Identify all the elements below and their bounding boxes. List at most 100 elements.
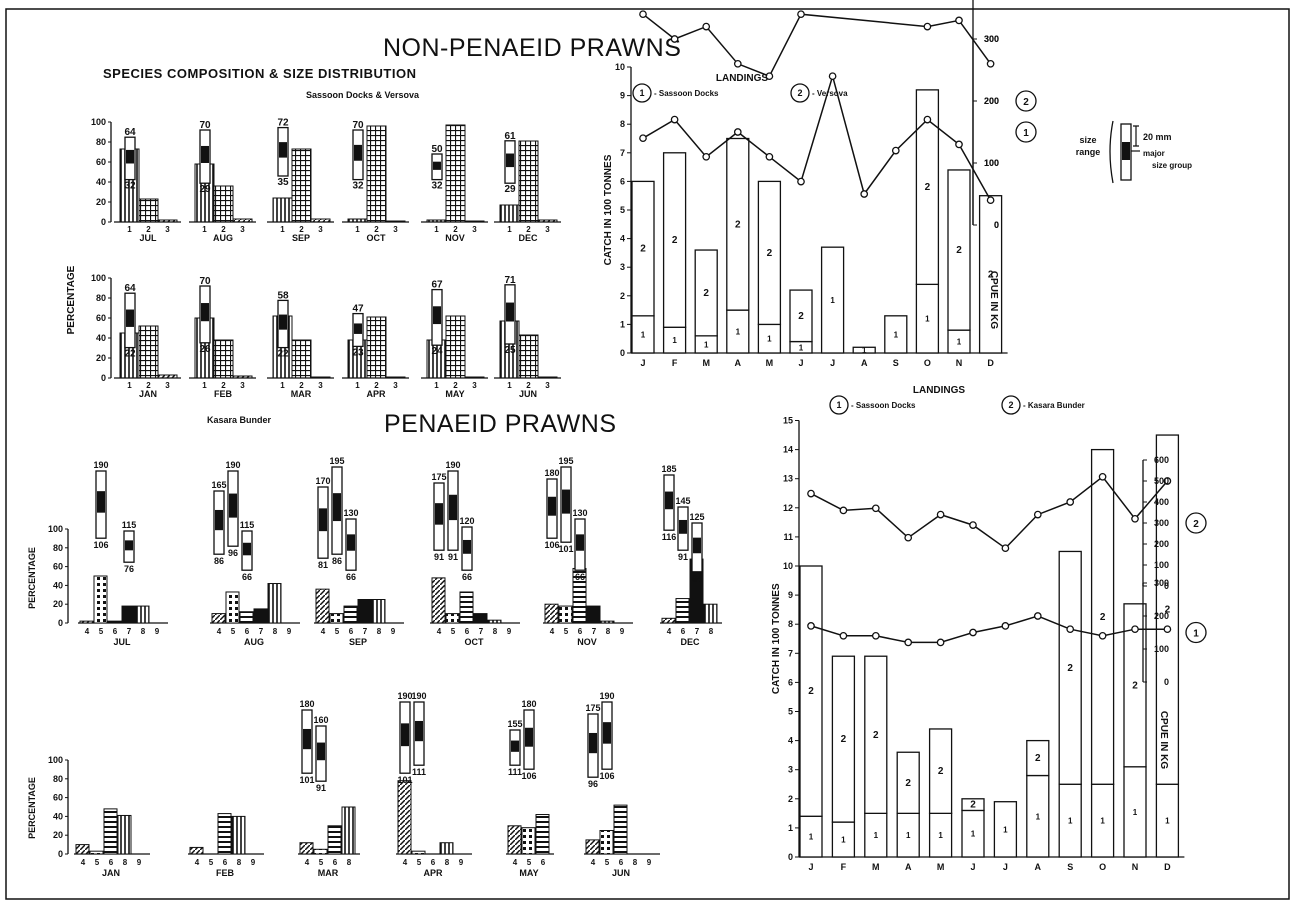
size-range-nov-5-major xyxy=(562,489,570,514)
size-max-label: 185 xyxy=(661,464,676,474)
cpue-key-circle-2 xyxy=(1185,512,1207,534)
size-max-label: 115 xyxy=(122,520,137,530)
x-tick-label: 1 xyxy=(434,381,439,390)
cpue-tick-label: 100 xyxy=(984,158,999,168)
size-max-label: 58 xyxy=(277,290,289,301)
segment-label-1: 1 xyxy=(767,335,772,344)
bar-series-2-0 xyxy=(631,180,655,317)
x-tick-label: 4 xyxy=(550,627,555,636)
x-tick-label: 3 xyxy=(472,381,477,390)
cpue-tick-label: 200 xyxy=(984,96,999,106)
segment-label-1: 1 xyxy=(641,330,646,339)
size-min-label: 106 xyxy=(521,771,536,781)
bar-series-2-5 xyxy=(789,289,813,343)
month-label-jul: JUL xyxy=(113,637,131,647)
x-tick-label: 5 xyxy=(95,858,100,867)
month-label-jun: JUN xyxy=(519,389,537,399)
bar-oct-8 xyxy=(487,619,502,624)
x-tick-label: 3 xyxy=(165,381,170,390)
segment-label-1: 1 xyxy=(862,346,867,355)
month-label-apr: APR xyxy=(423,868,443,878)
cpue-point-1 xyxy=(807,622,815,630)
cpue-point-2 xyxy=(1098,472,1107,481)
segment-label-1: 1 xyxy=(874,831,879,840)
x-tick-label: 3 xyxy=(472,225,477,234)
segment-label-2: 2 xyxy=(988,269,994,280)
bar-apr-4 xyxy=(397,780,412,855)
key-major-label: major xyxy=(1143,149,1165,158)
x-tick-label: 6 xyxy=(113,627,118,636)
x-tick-label: 2 xyxy=(299,381,304,390)
cpue-tick-label: 300 xyxy=(984,34,999,44)
cpue-key-label-1: 1 xyxy=(1193,629,1199,640)
x-tick-label: 1 xyxy=(434,225,439,234)
cpue-tick-label: 100 xyxy=(1154,644,1169,654)
bar-oct-7 xyxy=(473,613,488,624)
cpue-point-1 xyxy=(1131,625,1139,634)
x-tick-label: 6 xyxy=(223,858,228,867)
bar-dec-6 xyxy=(675,598,690,624)
x-tick-label: 1 xyxy=(202,225,207,234)
bar-nov-7 xyxy=(586,605,601,624)
cpue-point-2 xyxy=(1066,498,1075,506)
cpue-point-2 xyxy=(797,10,805,19)
y-tick-label: 3 xyxy=(620,262,625,272)
size-min-label: 32 xyxy=(124,181,136,192)
x-tick-label: 5 xyxy=(231,627,236,636)
bar-series-2-1 xyxy=(662,152,687,328)
size-min-label: 101 xyxy=(299,775,314,785)
size-max-label: 115 xyxy=(240,520,255,530)
key-size-group-label: size group xyxy=(1152,161,1192,170)
legend-label-1: - Sassoon Docks xyxy=(654,89,719,98)
segment-label-2: 2 xyxy=(925,182,931,193)
bar-jan-4 xyxy=(75,844,90,855)
month-label-jun: JUN xyxy=(612,868,630,878)
size-range-dec-major xyxy=(506,153,514,168)
bar-jan-2 xyxy=(138,325,159,379)
x-tick-label: 9 xyxy=(507,627,512,636)
cpue-point-1 xyxy=(923,115,932,124)
bar-series-2-8 xyxy=(1058,550,1082,785)
x-tick-label: 1 xyxy=(507,381,512,390)
size-max-label: 145 xyxy=(675,496,690,506)
y-axis-label-nonpenaeid: PERCENTAGE xyxy=(66,265,77,334)
month-label-jan: JAN xyxy=(139,389,157,399)
segment-label-1: 1 xyxy=(672,336,677,345)
x-tick-label: 9 xyxy=(391,627,396,636)
x-tick-label: 6 xyxy=(681,627,686,636)
bar-mar-8 xyxy=(341,806,356,855)
segment-label-1: 1 xyxy=(1165,817,1170,826)
x-tick-label: 4 xyxy=(437,627,442,636)
x-tick-label: 7 xyxy=(592,627,597,636)
segment-label-2: 2 xyxy=(672,235,678,246)
y-tick-label: 60 xyxy=(96,313,106,323)
cpue-point-2 xyxy=(670,35,679,43)
size-min-label: 101 xyxy=(558,544,573,554)
size-max-label: 190 xyxy=(225,460,240,470)
y-axis-label: CATCH IN 100 TONNES xyxy=(771,583,782,694)
y-tick-label: 6 xyxy=(620,176,625,186)
y-axis-label: CATCH IN 100 TONNES xyxy=(603,154,614,265)
bar-nov-5 xyxy=(558,605,573,624)
x-tick-label: 8 xyxy=(141,627,146,636)
segment-label-2: 2 xyxy=(841,734,847,745)
x-tick-label-0: J xyxy=(640,358,645,368)
size-min-label: 106 xyxy=(544,540,559,550)
bar-oct-2 xyxy=(366,125,387,223)
legend-circle-1 xyxy=(632,83,652,103)
segment-label-1: 1 xyxy=(799,343,804,352)
bar-jul-8 xyxy=(135,605,150,624)
size-max-label: 130 xyxy=(343,508,358,518)
cpue-point-2 xyxy=(765,72,774,81)
size-range-mar-5-major xyxy=(317,742,325,761)
y-tick-label: 5 xyxy=(620,205,625,215)
x-tick-label: 9 xyxy=(459,858,464,867)
x-tick-label: 9 xyxy=(620,627,625,636)
size-range-oct-6-major xyxy=(463,539,471,554)
x-tick-label-2: M xyxy=(872,862,880,872)
y-tick-label: 8 xyxy=(788,619,793,629)
x-tick-label: 2 xyxy=(526,225,531,234)
y-tick-label: 80 xyxy=(96,293,106,303)
x-tick-label: 4 xyxy=(403,858,408,867)
